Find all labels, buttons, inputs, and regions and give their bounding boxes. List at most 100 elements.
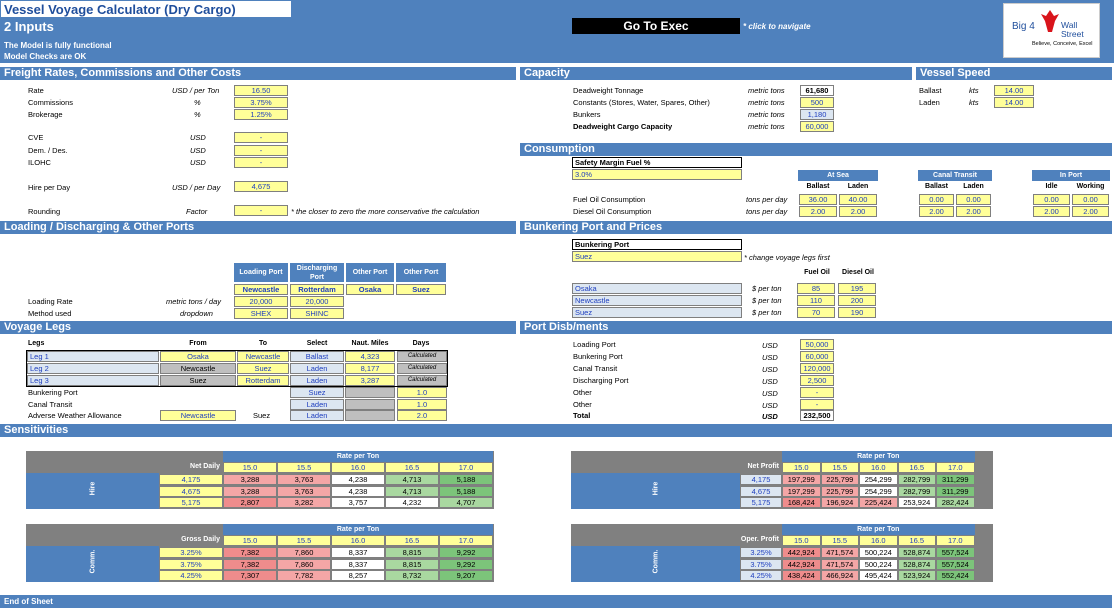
weather-select[interactable]: Laden <box>290 410 344 421</box>
brokerage-input[interactable]: 1.25% <box>234 109 288 120</box>
eagle-icon <box>1041 10 1059 32</box>
go-to-exec-button[interactable]: Go To Exec <box>572 18 740 34</box>
method-select-1[interactable]: SHEX <box>234 308 288 319</box>
sens-side-label: Comm. <box>571 546 740 582</box>
dwcc-input[interactable]: 60,000 <box>800 121 834 132</box>
loading-port-select[interactable]: Newcastle <box>234 284 288 295</box>
bunkering-leg-days[interactable]: 1.0 <box>397 387 447 398</box>
fo-input-3[interactable]: 0.00 <box>919 194 954 205</box>
disb-total-unit: USD <box>762 412 778 421</box>
discharging-port-select[interactable]: Rotterdam <box>290 284 344 295</box>
do-label: Diesel Oil Consumption <box>573 207 652 216</box>
other-port-select-2[interactable]: Suez <box>396 284 446 295</box>
sens-rate-col: 15.0 <box>782 535 821 546</box>
sens-cell: 4,713 <box>385 485 439 497</box>
leg-2-miles[interactable]: 8,177 <box>345 363 395 374</box>
bunker-fo-2[interactable]: 110 <box>797 295 835 306</box>
bunker-do-1[interactable]: 195 <box>838 283 876 294</box>
disb-input-6[interactable]: - <box>800 399 834 410</box>
commissions-input[interactable]: 3.75% <box>234 97 288 108</box>
bunkers-unit: metric tons <box>748 110 785 119</box>
leg-3-miles[interactable]: 3,287 <box>345 375 395 386</box>
loading-rate-input-2[interactable]: 20,000 <box>290 296 344 307</box>
method-unit: dropdown <box>180 309 213 318</box>
dwcc-label: Deadweight Cargo Capacity <box>573 122 673 131</box>
leg-3-select[interactable]: Laden <box>290 375 344 386</box>
disb-input-5[interactable]: - <box>800 387 834 398</box>
speed-laden-input[interactable]: 14.00 <box>994 97 1034 108</box>
bunkering-leg-select[interactable]: Suez <box>290 387 344 398</box>
canal-leg-select[interactable]: Laden <box>290 399 344 410</box>
section-sensitivities: Sensitivities <box>0 424 1112 437</box>
leg-2-select[interactable]: Laden <box>290 363 344 374</box>
disb-input-2[interactable]: 60,000 <box>800 351 834 362</box>
bunker-fo-3[interactable]: 70 <box>797 307 835 318</box>
bunker-do-3[interactable]: 190 <box>838 307 876 318</box>
leg-3-to[interactable]: Rotterdam <box>237 375 289 386</box>
sens-cell: 500,224 <box>859 547 898 558</box>
leg-2-days: Calculated <box>397 363 447 374</box>
bunkering-note: * change voyage legs first <box>744 253 830 262</box>
do-input-5[interactable]: 2.00 <box>1033 206 1070 217</box>
sens-rate-col: 16.0 <box>859 462 898 473</box>
section-voyage-legs: Voyage Legs <box>0 321 516 334</box>
canal-leg-days[interactable]: 1.0 <box>397 399 447 410</box>
commissions-unit: % <box>194 98 201 107</box>
logo-text-2: Wall Street <box>1061 20 1084 39</box>
section-freight: Freight Rates, Commissions and Other Cos… <box>0 67 516 80</box>
bunkering-port-select[interactable]: Suez <box>572 251 742 262</box>
sens-row-key: 3.25% <box>159 547 223 558</box>
constants-input[interactable]: 500 <box>800 97 834 108</box>
sens-cell: 7,382 <box>223 547 277 558</box>
weather-from[interactable]: Newcastle <box>160 410 236 421</box>
section-consumption: Consumption <box>520 143 1112 156</box>
hire-unit: USD / per Day <box>172 183 221 192</box>
sens-rate-col: 15.5 <box>277 535 331 546</box>
cve-input[interactable]: - <box>234 132 288 143</box>
do-input-2[interactable]: 2.00 <box>839 206 877 217</box>
rounding-input[interactable]: - <box>234 205 288 216</box>
fo-input-5[interactable]: 0.00 <box>1033 194 1070 205</box>
fo-input-1[interactable]: 36.00 <box>799 194 837 205</box>
dem-input[interactable]: - <box>234 145 288 156</box>
canal-leg-label: Canal Transit <box>28 400 73 409</box>
weather-days[interactable]: 2.0 <box>397 410 447 421</box>
disb-input-1[interactable]: 50,000 <box>800 339 834 350</box>
leg-1-to[interactable]: Newcastle <box>237 351 289 362</box>
method-select-2[interactable]: SHINC <box>290 308 344 319</box>
fo-input-2[interactable]: 40.00 <box>839 194 877 205</box>
safety-margin-input[interactable]: 3.0% <box>572 169 742 180</box>
disb-input-4[interactable]: 2,500 <box>800 375 834 386</box>
disb-label-3: Canal Transit <box>573 364 618 373</box>
cons-working: Working <box>1076 183 1105 190</box>
speed-ballast-input[interactable]: 14.00 <box>994 85 1034 96</box>
loading-rate-input-1[interactable]: 20,000 <box>234 296 288 307</box>
disb-unit-3: USD <box>762 365 778 374</box>
cve-unit: USD <box>190 133 206 142</box>
fo-input-6[interactable]: 0.00 <box>1072 194 1109 205</box>
ilohc-input[interactable]: - <box>234 157 288 168</box>
sens-cell: 7,382 <box>223 558 277 570</box>
disb-unit-2: USD <box>762 353 778 362</box>
do-input-1[interactable]: 2.00 <box>799 206 837 217</box>
disb-input-3[interactable]: 120,000 <box>800 363 834 374</box>
do-input-6[interactable]: 2.00 <box>1072 206 1109 217</box>
leg-2-to[interactable]: Suez <box>237 363 289 374</box>
sens-row-key: 5,175 <box>159 497 223 508</box>
leg-1-miles[interactable]: 4,323 <box>345 351 395 362</box>
other-port-select-1[interactable]: Osaka <box>346 284 394 295</box>
bunker-port-2: Newcastle <box>572 295 742 306</box>
bunker-do-2[interactable]: 200 <box>838 295 876 306</box>
canal-header: Canal Transit <box>918 170 992 181</box>
bunker-fo-1[interactable]: 85 <box>797 283 835 294</box>
fo-input-4[interactable]: 0.00 <box>956 194 991 205</box>
leg-1-select[interactable]: Ballast <box>290 351 344 362</box>
hire-input[interactable]: 4,675 <box>234 181 288 192</box>
sens-cell: 8,815 <box>385 547 439 558</box>
do-input-4[interactable]: 2.00 <box>956 206 991 217</box>
do-input-3[interactable]: 2.00 <box>919 206 954 217</box>
sens-row-key: 3.25% <box>740 547 782 558</box>
speed-ballast-label: Ballast <box>919 86 942 95</box>
rate-input[interactable]: 16.50 <box>234 85 288 96</box>
leg-1-from[interactable]: Osaka <box>160 351 236 362</box>
